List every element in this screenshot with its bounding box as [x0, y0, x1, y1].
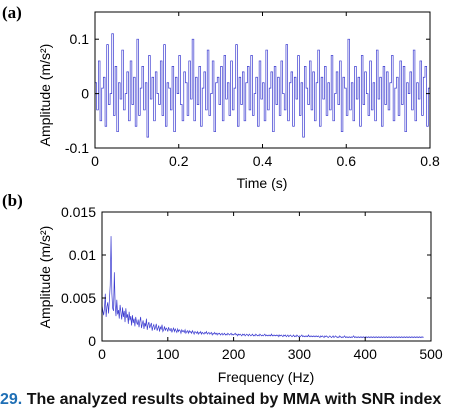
- caption-figure-number: 29.: [0, 391, 23, 408]
- panel-a-series-line: [95, 33, 431, 138]
- panel-b-xtick-label: 400: [354, 346, 378, 362]
- panel-b-xtick-label: 300: [288, 346, 312, 362]
- panel-b-xtick-label: 0: [98, 346, 106, 362]
- figure-caption: 29. The analyzed results obtained by MMA…: [0, 391, 474, 412]
- panel-b-xtick-label: 200: [222, 346, 246, 362]
- panel-b-xtick-label: 500: [419, 346, 443, 362]
- panel-b-series-line: [101, 236, 424, 339]
- panel-b-ytick-label: 0: [88, 333, 96, 349]
- panel-label-a: (a): [2, 3, 22, 22]
- figure-canvas: (a) Amplitude (m/s²) 0 0.2 0.4 0.6 0.8-0.100…: [2, 3, 443, 385]
- panel-a-ytick-label: -0.1: [65, 140, 89, 156]
- panel-a-ylabel: Amplitude (m/s²): [37, 44, 53, 147]
- panel-a-ylabel-wrap: Amplitude (m/s²): [37, 44, 53, 147]
- panel-a: (a) Amplitude (m/s²) 0 0.2 0.4 0.6 0.8-0.100…: [2, 3, 440, 191]
- panel-a-ytick-label: 0: [81, 86, 89, 102]
- panel-a-xtick-label: 0.2: [169, 153, 189, 169]
- panel-a-xtick-label: 0.4: [253, 153, 273, 169]
- panel-b-ytick-label: 0.01: [69, 247, 96, 263]
- panel-label-b: (b): [2, 191, 23, 210]
- panel-b-ytick-label: 0.015: [61, 204, 96, 220]
- panel-a-xtick-label: 0: [91, 153, 99, 169]
- panel-a-xtick-label: 0.6: [337, 153, 357, 169]
- panel-a-plot-area: 0 0.2 0.4 0.6 0.8-0.100.1: [65, 11, 440, 169]
- panel-b-ytick-label: 0.005: [61, 290, 96, 306]
- panel-b-plot-area: 0 100 200 300 400 500 0 0.005 0.01 0.015: [61, 204, 443, 362]
- panel-b-axes-frame: [101, 211, 432, 342]
- panel-a-ytick-label: 0.1: [70, 31, 90, 47]
- caption-text: The analyzed results obtained by MMA wit…: [22, 391, 442, 408]
- panel-b-ylabel-wrap: Amplitude (m/s²): [37, 226, 53, 329]
- panel-b-xlabel: Frequency (Hz): [218, 369, 314, 385]
- panel-a-xlabel: Time (s): [237, 175, 288, 191]
- panel-b-xtick-label: 100: [156, 346, 180, 362]
- panel-b-ylabel: Amplitude (m/s²): [37, 226, 53, 329]
- panel-a-xtick-label: 0.8: [420, 153, 440, 169]
- panel-b: (b) Amplitude (m/s²) 0 100 200 300 400 500 0 0.…: [2, 191, 443, 385]
